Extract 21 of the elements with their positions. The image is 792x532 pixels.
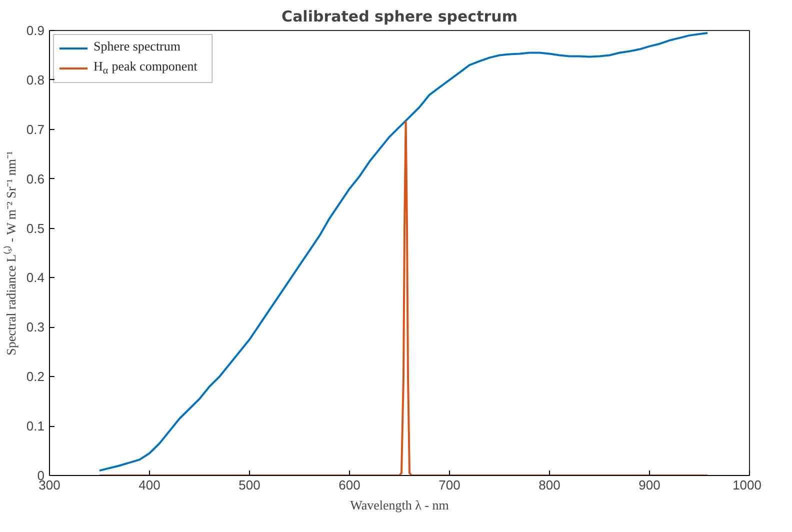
y-tick-label: 0.4 [26, 270, 45, 286]
x-tick-label: 400 [138, 478, 160, 492]
x-tick-label: 700 [438, 478, 460, 492]
y-tick-label: 0.9 [26, 23, 45, 38]
y-tick-label: 0.3 [26, 320, 45, 335]
x-tick-label: 900 [638, 478, 660, 492]
y-axis-title: Spectral radiance L⁽ˢ⁾ - W m⁻² Sr⁻¹ nm⁻¹ [3, 151, 18, 356]
y-tick-label: 0.7 [26, 122, 45, 137]
x-tick-label: 600 [338, 478, 360, 492]
y-tick-label: 0.6 [26, 171, 45, 186]
y-tick-label: 0.1 [26, 418, 45, 434]
x-tick-label: 500 [238, 478, 260, 492]
x-tick-label: 800 [538, 478, 560, 492]
x-axis-title: Wavelength λ - nm [350, 498, 449, 512]
y-tick-label: 0.5 [26, 220, 45, 236]
y-tick-label: 0.2 [26, 369, 45, 384]
line-series [98, 120, 708, 476]
x-tick-label: 1000 [732, 478, 762, 492]
y-tick-label: 0.8 [26, 72, 45, 88]
legend-label: Sphere spectrum [94, 38, 181, 54]
chart-title: Calibrated sphere spectrum [282, 8, 518, 26]
